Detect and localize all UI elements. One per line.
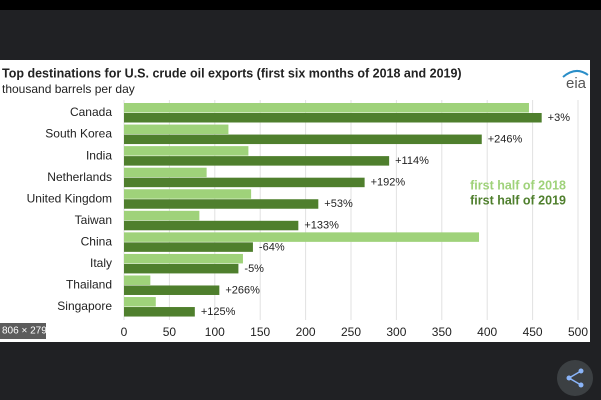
x-tick-label: 300 <box>386 325 406 339</box>
x-tick-label: 100 <box>205 325 225 339</box>
y-tick-label: Taiwan <box>75 213 112 227</box>
size-badge <box>0 323 46 339</box>
bar <box>124 103 529 113</box>
annotation: +192% <box>371 177 406 189</box>
bar <box>124 113 542 123</box>
bar <box>124 275 151 285</box>
y-tick-label: South Korea <box>45 127 112 141</box>
bar <box>124 146 249 156</box>
x-tick-label: 50 <box>163 325 177 339</box>
x-tick-label: 150 <box>250 325 270 339</box>
bar <box>124 220 299 231</box>
annotation: +53% <box>324 198 353 210</box>
annotation: -5% <box>244 263 264 275</box>
bar <box>124 232 480 242</box>
bar <box>124 307 195 317</box>
logo: eia <box>566 75 587 92</box>
bar <box>124 285 220 295</box>
x-tick-label: 0 <box>121 325 128 339</box>
y-tick-label: China <box>81 235 113 249</box>
x-tick-label: 250 <box>341 325 361 339</box>
share-button[interactable] <box>557 360 593 396</box>
y-tick-label: Italy <box>90 256 112 270</box>
chart-subtitle: thousand barrels per day <box>2 82 135 96</box>
y-tick-label: Singapore <box>57 299 112 313</box>
annotation: +266% <box>225 284 260 296</box>
bar <box>124 199 319 209</box>
x-tick-label: 450 <box>523 325 543 339</box>
share-bg[interactable] <box>557 360 593 396</box>
x-tick-label: 500 <box>568 325 588 339</box>
x-tick-label: 350 <box>432 325 452 339</box>
annotation: -64% <box>259 241 285 253</box>
plot: 0 50 100 150 200 250 300 350 400 450 500 Canada +3% S… <box>27 100 588 339</box>
legend-entry: first half of 2018 <box>470 178 566 192</box>
annotation: +3% <box>548 112 571 124</box>
x-tick-label: 400 <box>477 325 497 339</box>
x-tick-label: 200 <box>296 325 316 339</box>
share-lines <box>567 370 582 386</box>
legend-entry: first half of 2019 <box>470 193 566 207</box>
size-label: 806 × 279 <box>2 326 47 337</box>
bar <box>124 297 156 307</box>
y-tick-label: Thailand <box>66 278 112 292</box>
bar <box>124 134 482 145</box>
annotation: +114% <box>395 155 429 167</box>
annotation: +133% <box>304 220 339 232</box>
logo-arc <box>562 70 589 78</box>
annotation: +246% <box>488 133 523 145</box>
top-bar <box>0 0 601 10</box>
y-tick-label: Netherlands <box>47 170 112 184</box>
bar <box>124 253 243 264</box>
chart-title: Top destinations for U.S. crude oil expo… <box>2 66 462 80</box>
bar <box>124 263 239 274</box>
bar <box>124 167 207 178</box>
bar <box>124 189 252 199</box>
bar <box>124 177 365 188</box>
annotation: +125% <box>201 306 236 318</box>
bar <box>124 156 390 166</box>
y-tick-label: United Kingdom <box>27 191 112 205</box>
y-tick-label: India <box>86 148 112 162</box>
bar <box>124 242 253 252</box>
y-tick-label: Canada <box>70 105 112 119</box>
bar <box>124 210 200 221</box>
bar <box>124 124 229 135</box>
